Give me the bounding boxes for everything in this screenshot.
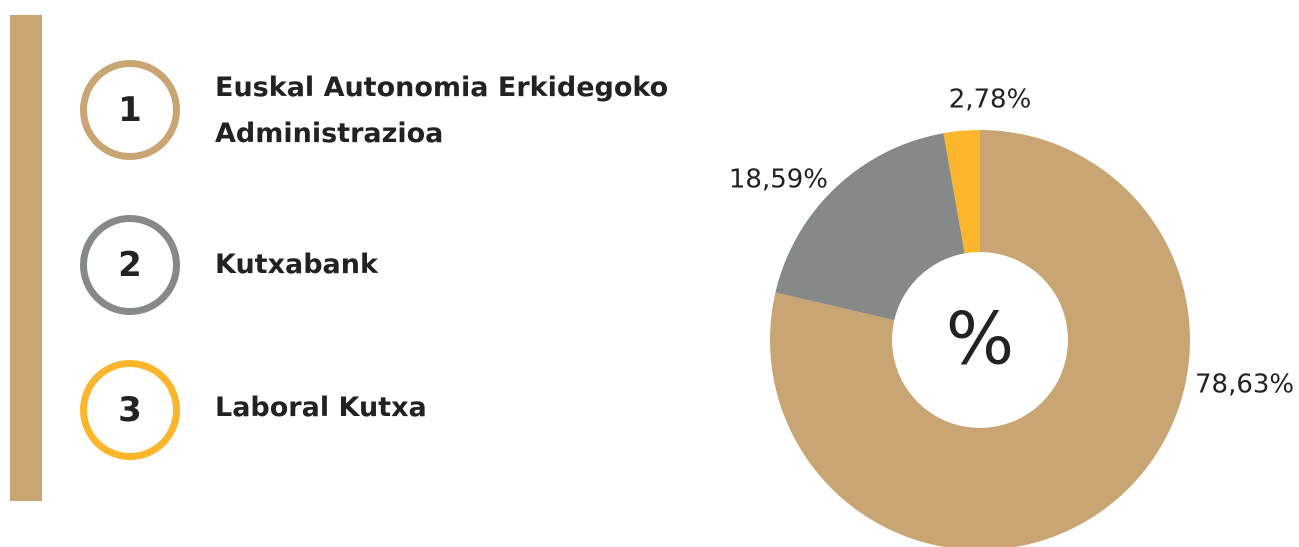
legend-label: Laboral Kutxa (215, 392, 427, 423)
legend-label: Euskal Autonomia Erkidegoko Administrazi… (215, 72, 669, 149)
donut-hole (892, 252, 1068, 428)
legend-label: Kutxabank (215, 249, 378, 280)
legend-marker: 2 (80, 215, 180, 315)
pie-slice (769, 130, 1190, 547)
legend-marker: 1 (80, 60, 180, 160)
value-label: 2,78% (949, 85, 1032, 115)
legend-marker: 3 (80, 360, 180, 460)
accent-bar (10, 15, 42, 501)
value-label: 78,63% (1195, 370, 1294, 400)
value-label: 18,59% (729, 165, 828, 195)
center-label: % (946, 297, 1014, 381)
